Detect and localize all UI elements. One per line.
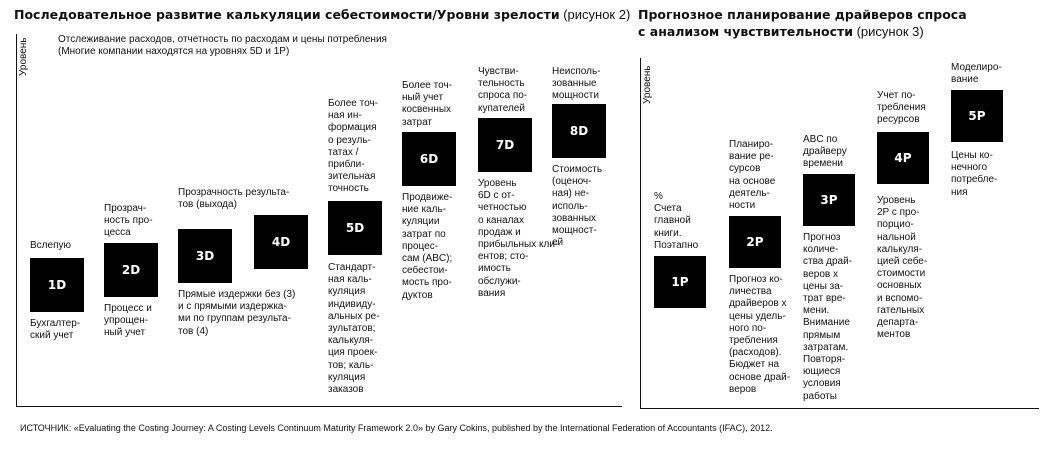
level-box-5d: 5D: [328, 201, 382, 255]
level-3d-below: Прямые издержки без (3) и с прямыми изде…: [178, 289, 296, 337]
right-chart-frame: [640, 58, 1039, 409]
level-4p-below: Уровень 2P с про- порцио- нальной кальку…: [877, 195, 928, 341]
level-1d-above: Вслепую: [30, 240, 71, 251]
level-4p-above: Учет по- требления ресурсов: [877, 90, 926, 126]
level-5p-above: Моделиро- вание: [951, 62, 1002, 86]
level-6d-below: Продвиже- ние каль- куляции затрат по пр…: [402, 192, 453, 301]
level-2d-above: Прозрач- ность про- цесса: [104, 203, 153, 239]
level-5p-below: Цены ко- нечного потребле- ния: [951, 150, 998, 198]
level-7d-below: Уровень 6D с от- четностью о каналах про…: [478, 178, 559, 299]
right-figure-title: Прогнозное планирование драйверов спроса…: [638, 7, 967, 39]
right-axis-label: Уровень: [642, 65, 653, 104]
level-6d-above: Более точ- ный учет косвенных затрат: [402, 80, 452, 128]
source-note: ИСТОЧНИК: «Evaluating the Costing Journe…: [20, 423, 773, 433]
left-figure-title: Последовательное развитие калькуляции се…: [14, 7, 631, 22]
level-box-8d: 8D: [552, 104, 606, 158]
level-box-1d: 1D: [30, 258, 84, 312]
level-box-3d: 3D: [178, 229, 232, 283]
level-box-6d: 6D: [402, 132, 456, 186]
level-box-4p: 4P: [877, 132, 929, 184]
level-5d-below: Стандарт- ная каль- куляция индивиду- ал…: [328, 262, 380, 396]
level-5d-above: Более точ- ная ин- формация о резуль- та…: [328, 98, 378, 195]
level-box-2p: 2P: [729, 216, 781, 268]
level-3p-below: Прогноз количе- ства драй- веров х цены …: [803, 232, 852, 402]
level-3d-above: Прозрачность результа- тов (выхода): [178, 187, 290, 211]
level-box-5p: 5P: [951, 90, 1003, 142]
level-box-2d: 2D: [104, 243, 158, 297]
level-box-4d: 4D: [254, 215, 308, 269]
left-subtitle: Отслеживание расходов, отчетность по рас…: [58, 34, 387, 57]
level-7d-above: Чувстви- тельность спроса по- купателей: [478, 66, 528, 114]
level-1d-below: Бухгалтер- ский учет: [30, 318, 81, 342]
level-2p-below: Прогноз ко- личества драйверов х цены уд…: [729, 274, 791, 395]
left-axis-label: Уровень: [18, 37, 29, 76]
level-1p-above: % Счета главной книги. Поэтапно: [654, 191, 699, 251]
left-chart-frame: [16, 34, 622, 407]
level-2d-below: Процесс и упрощен- ный учет: [104, 303, 152, 339]
level-2p-above: Планиро- вание ре- сурсов на основе деят…: [729, 139, 776, 212]
level-8d-above: Неисполь- зованные мощности: [552, 66, 601, 102]
level-box-3p: 3P: [803, 174, 855, 226]
level-box-1p: 1P: [654, 256, 706, 308]
level-3p-above: ABC по драйверу времени: [803, 134, 847, 170]
level-8d-below: Стоимость (оценоч- ная) не- исполь- зова…: [552, 164, 603, 249]
level-box-7d: 7D: [478, 118, 532, 172]
